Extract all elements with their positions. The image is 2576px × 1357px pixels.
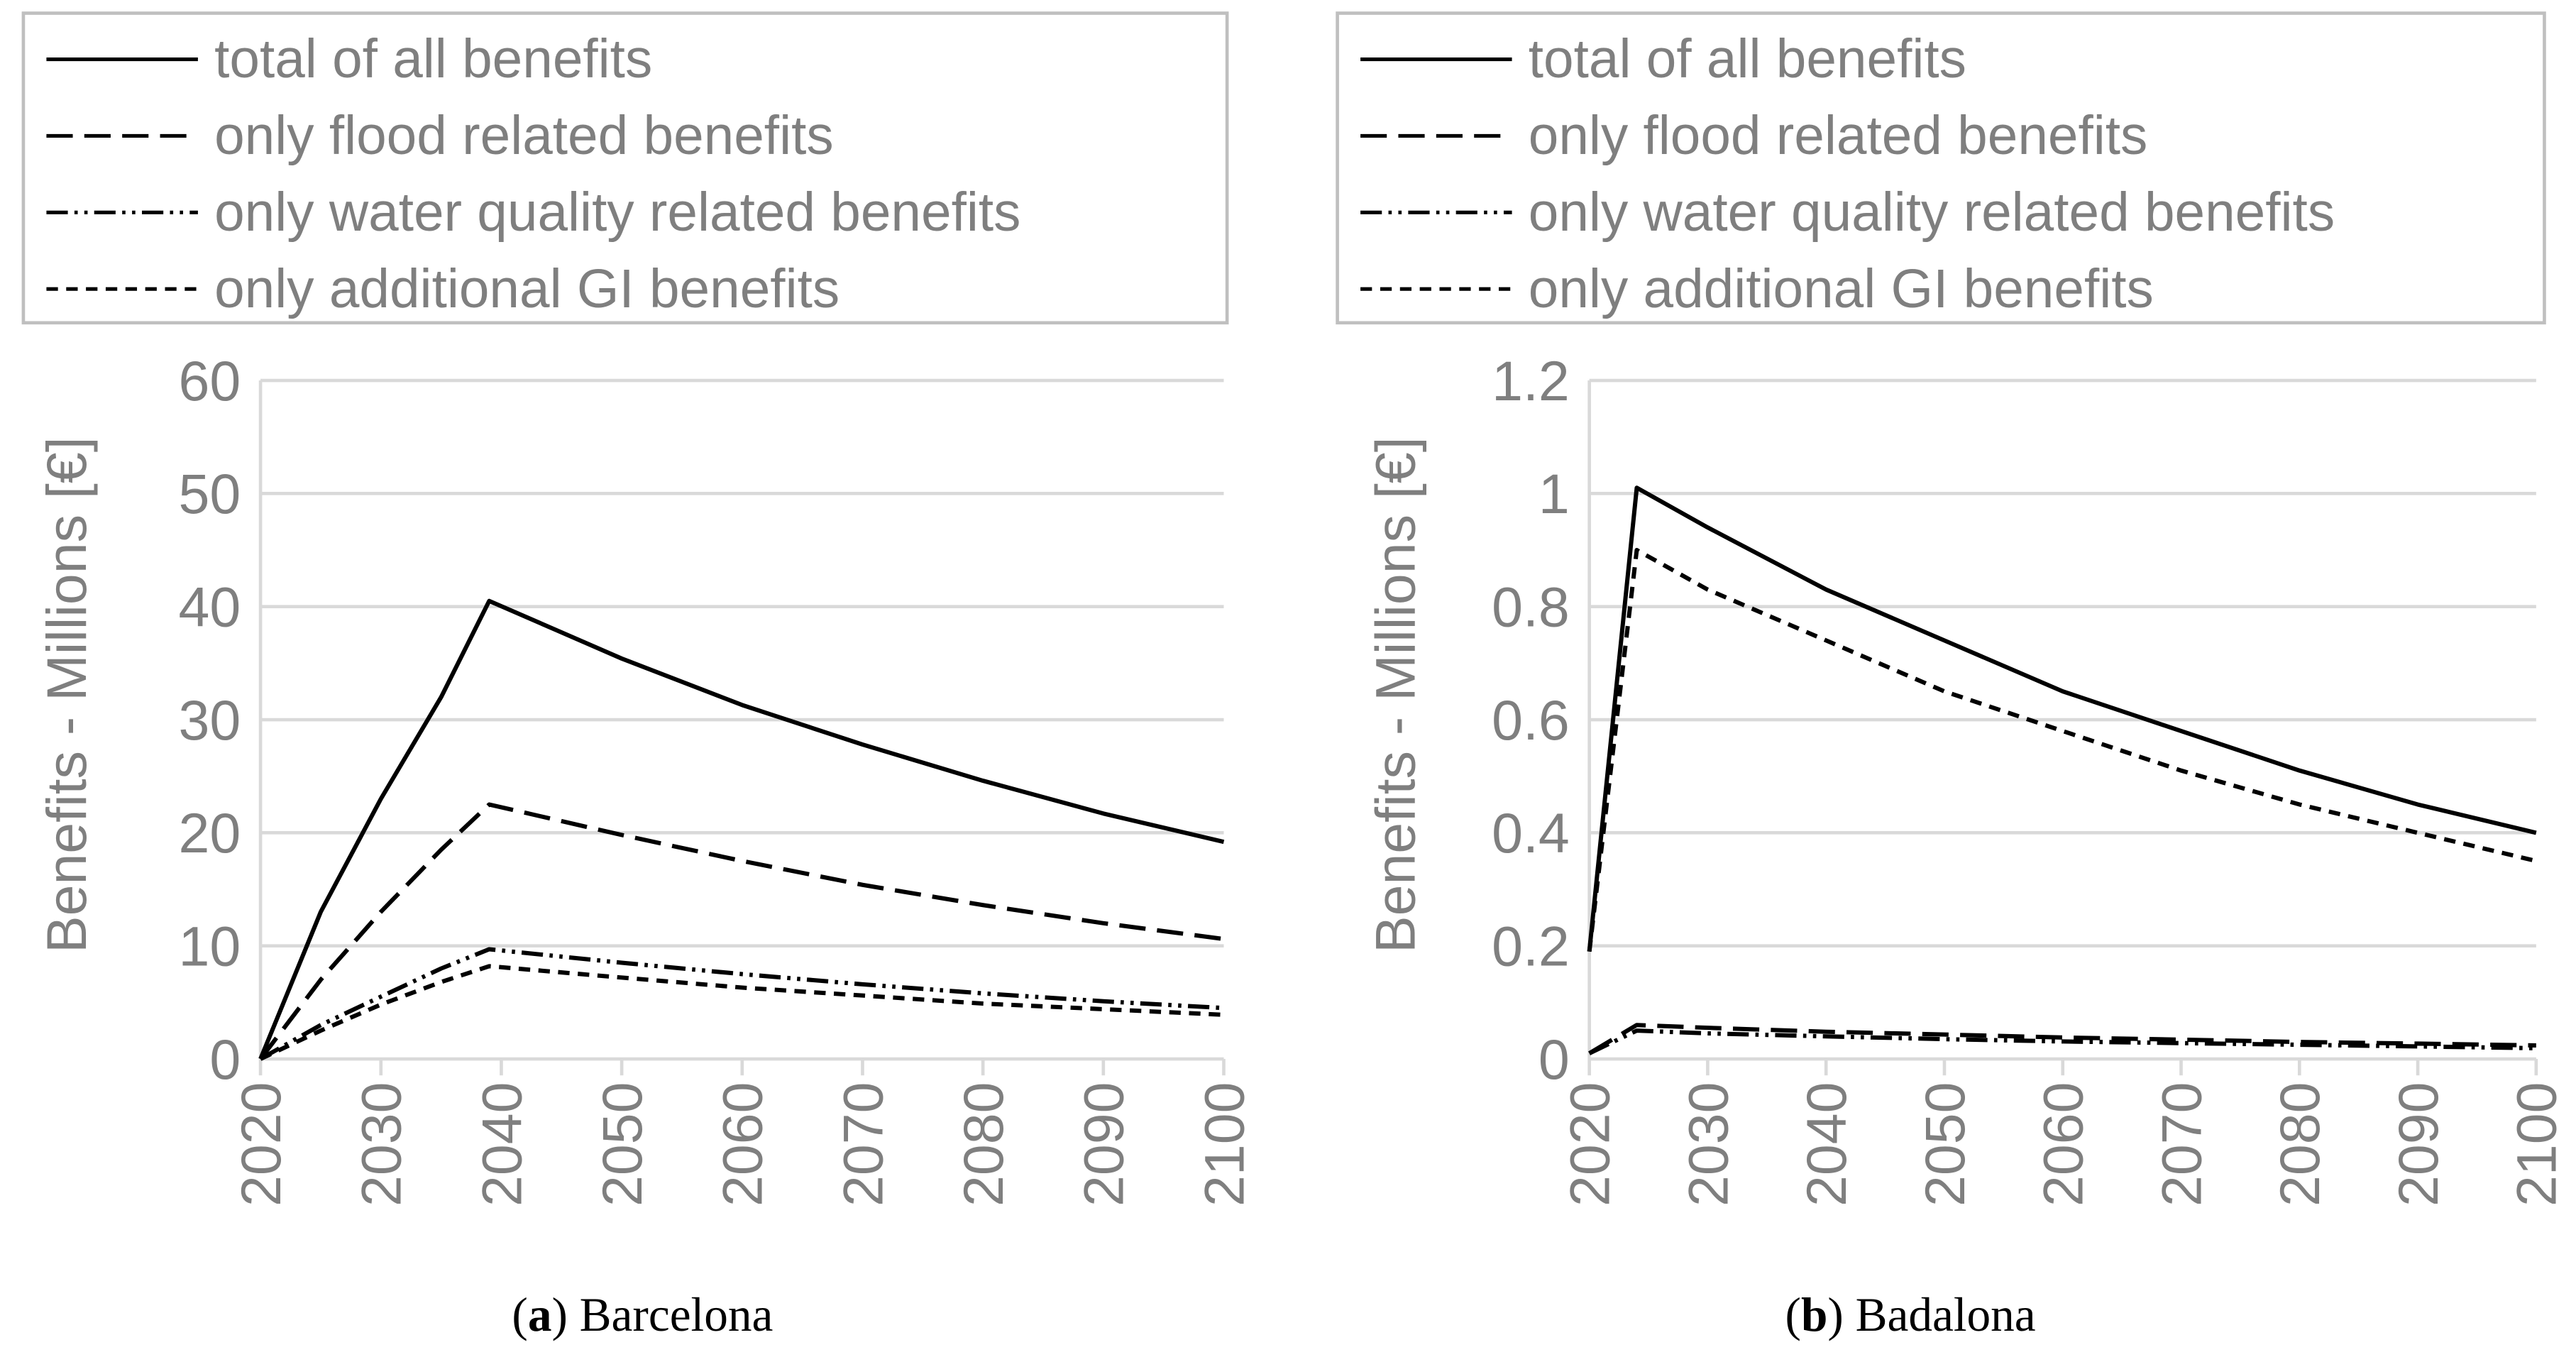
y-tick-label: 10 [178,916,241,978]
y-tick-label: 50 [178,463,241,525]
legend-label: only additional GI benefits [214,259,840,319]
y-tick-label: 60 [178,350,241,412]
x-tick-label: 2070 [2150,1082,2213,1206]
x-tick-label: 2090 [1073,1082,1135,1206]
y-tick-label: 0.8 [1492,576,1570,639]
x-tick-label: 2040 [1795,1082,1858,1206]
legend-label: total of all benefits [214,29,652,89]
x-tick-label: 2060 [2032,1082,2095,1206]
legend-label: total of all benefits [1529,29,1966,89]
x-tick-label: 2070 [832,1082,894,1206]
legend-label: only flood related benefits [1529,106,2148,166]
legend-label: only water quality related benefits [214,182,1020,243]
x-tick-label: 2100 [1193,1082,1255,1206]
y-tick-label: 0.2 [1492,916,1570,978]
y-axis-label: Benefits - Millions [€] [35,436,98,953]
x-tick-label: 2020 [1558,1082,1621,1206]
y-tick-label: 1.2 [1492,350,1570,412]
x-tick-label: 2050 [591,1082,654,1206]
y-tick-label: 30 [178,689,241,752]
legend-label: only additional GI benefits [1529,259,2154,319]
series-line-1 [1588,1023,2536,1055]
x-tick-label: 2080 [2269,1082,2331,1206]
y-tick-label: 20 [178,802,241,864]
chart-panel-b: total of all benefits only flood related … [1336,11,2568,1341]
series-line-0 [258,598,1225,1060]
x-tick-label: 2100 [2506,1082,2568,1206]
series-line-2 [259,947,1224,1061]
y-tick-label: 0 [209,1028,241,1091]
x-tick-label: 2080 [952,1082,1015,1206]
x-tick-label: 2050 [1914,1082,1976,1206]
series-line-0 [1587,485,2537,952]
y-tick-label: 40 [178,576,241,639]
x-tick-label: 2090 [2387,1082,2450,1206]
legend-label: only water quality related benefits [1529,182,2335,243]
caption-text: ) Badalona [1827,1288,2035,1341]
series-line-3 [259,964,1224,1061]
x-tick-label: 2030 [351,1082,413,1206]
chart-panel-a: total of all benefits only flood related … [21,11,1255,1341]
caption-letter: b [1801,1288,1827,1341]
legend-box [1336,11,2546,325]
y-axis-label: Benefits - Millions [€] [1365,436,1427,953]
legend: total of all benefits only flood related … [1336,11,2546,325]
y-tick-label: 1 [1539,463,1570,525]
panel-caption: (a) Barcelona [512,1288,773,1341]
series-line-1 [258,802,1224,1060]
y-tick-label: 0.6 [1492,689,1570,752]
series-line-3 [1587,547,2537,952]
y-tick-label: 0 [1539,1028,1570,1091]
x-tick-label: 2020 [230,1082,292,1206]
x-tick-label: 2040 [470,1082,533,1206]
x-tick-label: 2030 [1677,1082,1739,1206]
caption-open: ( [1785,1288,1801,1341]
caption-open: ( [512,1288,527,1341]
legend-label: only flood related benefits [214,106,834,166]
caption-letter: a [528,1288,552,1341]
legend-box [21,11,1229,325]
panel-caption: (b) Badalona [1785,1288,2036,1341]
caption-text: ) Barcelona [551,1288,773,1341]
y-tick-label: 0.4 [1492,802,1570,864]
x-tick-label: 2060 [712,1082,774,1206]
series-line-2 [1588,1028,2536,1055]
legend: total of all benefits only flood related … [21,11,1229,325]
